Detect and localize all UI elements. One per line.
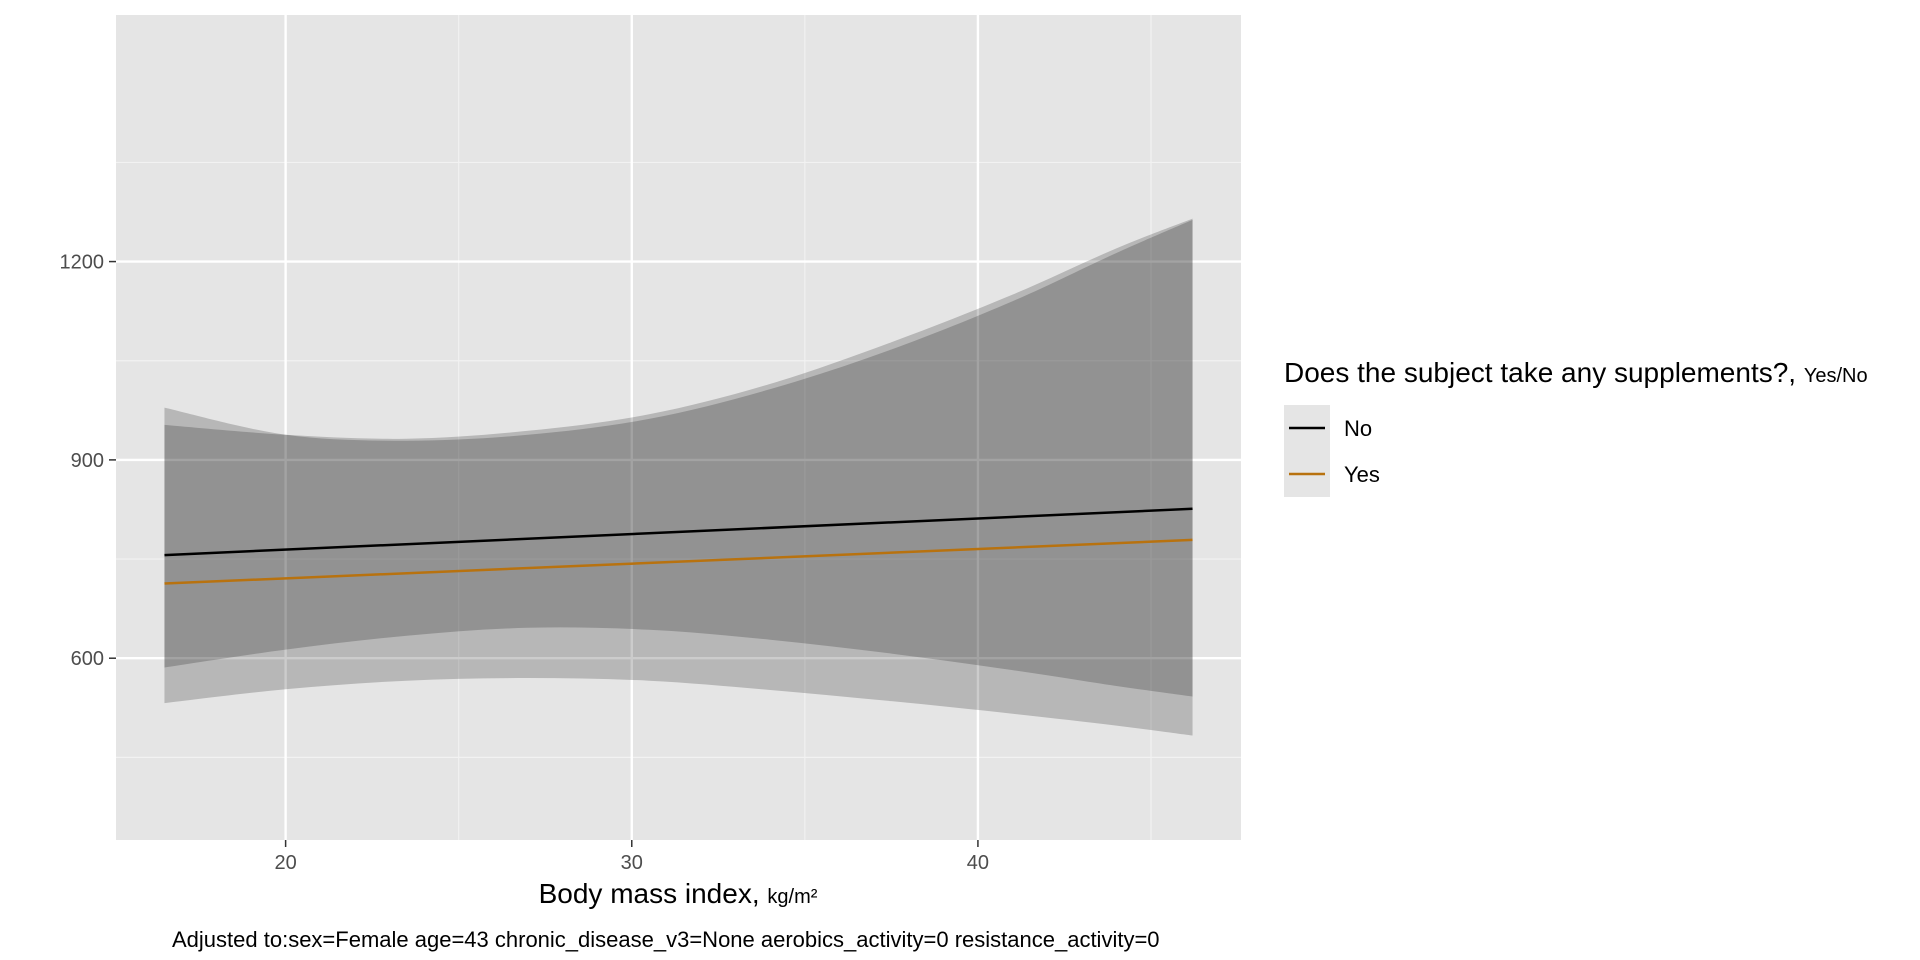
y-tick-label: 900 [71, 450, 104, 472]
x-axis-title-text: Body mass index [539, 878, 752, 909]
x-tick-label: 30 [621, 852, 643, 874]
legend-title-unit: Yes/No [1804, 365, 1868, 387]
x-axis-title-comma: , [752, 878, 768, 909]
y-tick-label: 1200 [60, 252, 105, 274]
legend-label-no: No [1344, 416, 1372, 441]
x-tick-label: 40 [967, 852, 989, 874]
series-lines [164, 507, 1193, 585]
caption: Adjusted to:sex=Female age=43 chronic_di… [172, 927, 1160, 952]
minor-gridlines [116, 15, 1241, 840]
major-gridlines [116, 15, 1241, 840]
confidence-band-no [164, 218, 1193, 697]
x-tick-label: 20 [274, 852, 296, 874]
legend: Does the subject take any supplements?, … [1284, 357, 1868, 497]
plot-panel [116, 15, 1241, 840]
x-axis-unit: kg/m² [767, 886, 817, 908]
legend-title-space [1796, 357, 1804, 388]
legend-title: Does the subject take any supplements?, … [1284, 357, 1868, 388]
y-tick-label: 600 [71, 648, 104, 670]
x-axis: 20 30 40 [274, 840, 989, 874]
legend-title-text: Does the subject take any supplements?, [1284, 357, 1796, 388]
confidence-bands [164, 218, 1193, 736]
x-axis-title: Body mass index, kg/m² [539, 878, 818, 909]
y-axis: 600 900 1200 [60, 252, 116, 670]
series-line-yes [164, 538, 1193, 585]
series-line-no [164, 507, 1193, 557]
legend-label-yes: Yes [1344, 462, 1380, 487]
confidence-band-yes [164, 219, 1193, 736]
